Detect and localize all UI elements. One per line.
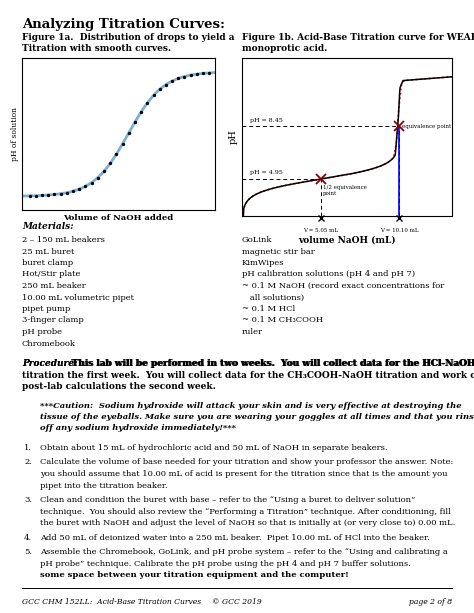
Text: equivalence point: equivalence point	[402, 124, 451, 129]
Text: Chromebook: Chromebook	[22, 340, 76, 348]
Text: off any sodium hydroxide immediately!***: off any sodium hydroxide immediately!***	[40, 424, 236, 433]
Text: technique.  You should also review the “Performing a Titration” technique. After: technique. You should also review the “P…	[40, 508, 451, 516]
Text: GoLink: GoLink	[242, 236, 273, 244]
Text: Figure 1b. Acid-Base Titration curve for WEAK
monoprotic acid.: Figure 1b. Acid-Base Titration curve for…	[242, 33, 474, 53]
Text: 3-finger clamp: 3-finger clamp	[22, 316, 84, 324]
Text: the buret with NaOH and adjust the level of NaOH so that is initially at (or ver: the buret with NaOH and adjust the level…	[40, 519, 455, 527]
Text: 10.00 mL volumetric pipet: 10.00 mL volumetric pipet	[22, 294, 134, 302]
Text: magnetic stir bar: magnetic stir bar	[242, 248, 315, 256]
Text: ruler: ruler	[242, 328, 263, 336]
Text: Materials:: Materials:	[22, 222, 73, 231]
Text: V = 10.10 mL: V = 10.10 mL	[380, 228, 419, 233]
Y-axis label: pH: pH	[229, 129, 238, 145]
Text: all solutions): all solutions)	[242, 294, 304, 302]
Text: ~ 0.1 M NaOH (record exact concentrations for: ~ 0.1 M NaOH (record exact concentration…	[242, 282, 444, 290]
Text: 4.: 4.	[24, 533, 32, 541]
Text: pH calibration solutions (pH 4 and pH 7): pH calibration solutions (pH 4 and pH 7)	[242, 270, 415, 278]
Text: buret clamp: buret clamp	[22, 259, 73, 267]
Text: pH = 4.95: pH = 4.95	[250, 170, 283, 175]
Text: tissue of the eyeballs. Make sure you are wearing your goggles at all times and : tissue of the eyeballs. Make sure you ar…	[40, 413, 474, 421]
X-axis label: volume NaOH (mL): volume NaOH (mL)	[298, 235, 396, 245]
Text: page 2 of 8: page 2 of 8	[409, 598, 452, 606]
X-axis label: Volume of NaOH added: Volume of NaOH added	[64, 214, 173, 222]
Text: ***Caution:  Sodium hydroxide will attack your skin and is very effective at des: ***Caution: Sodium hydroxide will attack…	[40, 402, 462, 409]
Text: pH probe: pH probe	[22, 328, 62, 336]
Text: © GCC 2019: © GCC 2019	[212, 598, 262, 606]
Text: you should assume that 10.00 mL of acid is present for the titration since that : you should assume that 10.00 mL of acid …	[40, 470, 447, 478]
Text: Clean and condition the buret with base – refer to the “Using a buret to deliver: Clean and condition the buret with base …	[40, 496, 415, 504]
Text: titration the first week.  You will collect data for the CH₃COOH-NaOH titration : titration the first week. You will colle…	[22, 370, 474, 379]
Text: 5.: 5.	[24, 548, 32, 556]
Text: Analyzing Titration Curves:: Analyzing Titration Curves:	[22, 18, 225, 31]
Text: Obtain about 15 mL of hydrochloric acid and 50 mL of NaOH in separate beakers.: Obtain about 15 mL of hydrochloric acid …	[40, 444, 388, 452]
Text: pH probe” technique. Calibrate the pH probe using the pH 4 and pH 7 buffer solut: pH probe” technique. Calibrate the pH pr…	[40, 560, 413, 568]
Text: 1.: 1.	[24, 444, 32, 452]
Text: Assemble the Chromebook, GoLink, and pH probe system – refer to the “Using and c: Assemble the Chromebook, GoLink, and pH …	[40, 548, 448, 556]
Text: 25 mL buret: 25 mL buret	[22, 248, 74, 256]
Text: 250 mL beaker: 250 mL beaker	[22, 282, 86, 290]
Text: pH = 8.45: pH = 8.45	[250, 118, 283, 123]
Text: V = 5.05 mL: V = 5.05 mL	[303, 228, 338, 233]
Y-axis label: pH of solution: pH of solution	[11, 107, 19, 161]
Text: post-lab calculations the second week.: post-lab calculations the second week.	[22, 382, 216, 391]
Text: Calculate the volume of base needed for your titration and show your professor t: Calculate the volume of base needed for …	[40, 459, 453, 466]
Text: Add 50 mL of deionized water into a 250 mL beaker.  Pipet 10.00 mL of HCl into t: Add 50 mL of deionized water into a 250 …	[40, 533, 430, 541]
Text: 2 – 150 mL beakers: 2 – 150 mL beakers	[22, 236, 105, 244]
Text: pipet pump: pipet pump	[22, 305, 70, 313]
Text: 1/2 equivalence
point: 1/2 equivalence point	[323, 185, 367, 196]
Text: 2.: 2.	[24, 459, 32, 466]
Text: ~ 0.1 M HCl: ~ 0.1 M HCl	[242, 305, 295, 313]
Text: some space between your titration equipment and the computer!: some space between your titration equipm…	[40, 571, 349, 579]
Text: Figure 1a.  Distribution of drops to yield a
Titration with smooth curves.: Figure 1a. Distribution of drops to yiel…	[22, 33, 235, 53]
Text: pipet into the titration beaker.: pipet into the titration beaker.	[40, 481, 168, 490]
Text: 3.: 3.	[24, 496, 32, 504]
Text: This lab will be performed in two weeks.  You will collect data for the HCl-NaOH: This lab will be performed in two weeks.…	[69, 359, 474, 368]
Text: ~ 0.1 M CH₃COOH: ~ 0.1 M CH₃COOH	[242, 316, 323, 324]
Text: Hot/Stir plate: Hot/Stir plate	[22, 270, 81, 278]
Text: This lab will be performed in two weeks.  You will collect data for the HCl-NaOH: This lab will be performed in two weeks.…	[68, 359, 474, 368]
Text: Procedure:: Procedure:	[22, 359, 77, 368]
Text: GCC CHM 152LL:  Acid-Base Titration Curves: GCC CHM 152LL: Acid-Base Titration Curve…	[22, 598, 201, 606]
Text: Procedure:: Procedure:	[22, 359, 77, 368]
Text: KimWipes: KimWipes	[242, 259, 284, 267]
